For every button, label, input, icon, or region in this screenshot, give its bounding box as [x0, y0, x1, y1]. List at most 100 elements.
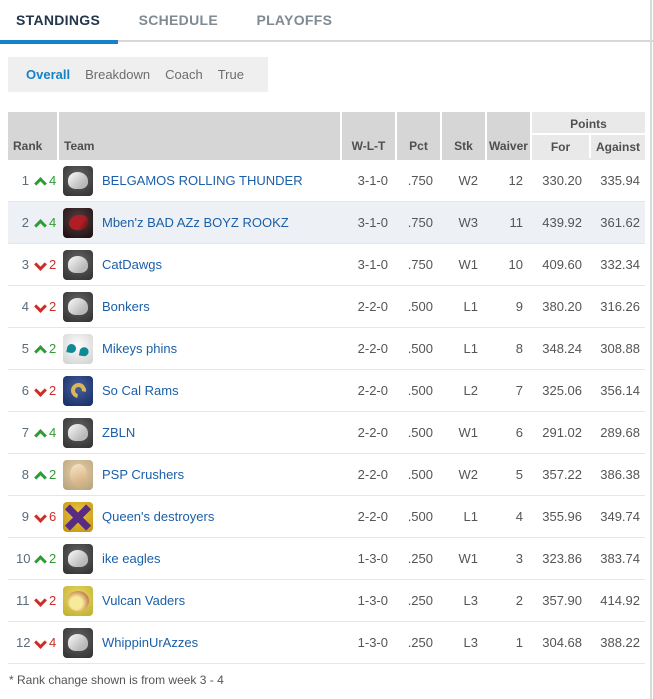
- team-cell: PSP Crushers: [57, 459, 340, 490]
- subtab-breakdown[interactable]: Breakdown: [85, 67, 151, 82]
- silver-football-helmet-logo-icon: [68, 256, 88, 273]
- streak-value: L1: [463, 509, 478, 524]
- points-against-value: 308.88: [600, 341, 640, 356]
- dolphins-logo-icon: [66, 343, 77, 354]
- waiver-value: 12: [508, 173, 523, 188]
- pct-value: .500: [407, 467, 433, 482]
- points-for-value: 357.90: [542, 593, 582, 608]
- rank-number: 5: [21, 341, 29, 356]
- silver-football-helmet-logo-icon: [68, 424, 88, 441]
- team-logo[interactable]: [63, 501, 93, 532]
- rank-cell: 6 2: [8, 383, 57, 398]
- team-name-link[interactable]: Bonkers: [102, 299, 150, 314]
- rank-down-arrow-icon: [35, 638, 46, 648]
- rank-cell: 4 2: [8, 299, 57, 314]
- rank-change-value: 4: [49, 425, 57, 440]
- standings-rows: 1 4 BELGAMOS ROLLING THUNDER 3-1-0 .750 …: [8, 160, 645, 664]
- table-row: 8 2 PSP Crushers 2-2-0 .500 W2 5 357.22 …: [8, 454, 645, 496]
- team-logo[interactable]: [63, 207, 93, 238]
- team-logo[interactable]: [63, 375, 93, 406]
- wlt-value: 2-2-0: [357, 341, 388, 356]
- team-logo[interactable]: [63, 543, 93, 574]
- ram-horn-logo-icon: [67, 380, 89, 401]
- team-name-link[interactable]: WhippinUrAzzes: [102, 635, 199, 650]
- table-row: 4 2 Bonkers 2-2-0 .500 L1 9 380.20 316.2…: [8, 286, 645, 328]
- pct-value: .250: [407, 593, 433, 608]
- team-cell: CatDawgs: [57, 249, 340, 280]
- team-name-link[interactable]: Mikeys phins: [102, 341, 178, 356]
- header-rank: Rank: [13, 139, 43, 153]
- viking-cross-logo-icon: [63, 502, 93, 532]
- silver-football-helmet-logo-icon: [68, 634, 88, 651]
- points-against-value: 361.62: [600, 215, 640, 230]
- pct-value: .250: [407, 551, 433, 566]
- team-name-link[interactable]: ZBLN: [102, 425, 136, 440]
- streak-value: L3: [463, 593, 478, 608]
- team-logo[interactable]: [63, 249, 93, 280]
- team-cell: Queen's destroyers: [57, 501, 340, 532]
- team-cell: So Cal Rams: [57, 375, 340, 406]
- rank-cell: 2 4: [8, 215, 57, 230]
- team-cell: Mikeys phins: [57, 333, 340, 364]
- rank-number: 8: [21, 467, 29, 482]
- team-logo[interactable]: [63, 417, 93, 448]
- points-for-value: 409.60: [542, 257, 582, 272]
- wlt-value: 2-2-0: [357, 509, 388, 524]
- table-row: 7 4 ZBLN 2-2-0 .500 W1 6 291.02 289.68: [8, 412, 645, 454]
- points-for-value: 439.92: [542, 215, 582, 230]
- waiver-value: 11: [509, 215, 524, 230]
- subtab-coach[interactable]: Coach: [165, 67, 203, 82]
- team-logo[interactable]: [63, 585, 93, 616]
- streak-value: W1: [458, 257, 479, 272]
- baby-face-logo-icon: [69, 464, 87, 485]
- table-row: 6 2 So Cal Rams 2-2-0 .500 L2 7 325.06 3…: [8, 370, 645, 412]
- team-cell: WhippinUrAzzes: [57, 627, 340, 658]
- table-row: 9 6 Queen's destroyers 2-2-0 .500 L1 4 3…: [8, 496, 645, 538]
- team-name-link[interactable]: Vulcan Vaders: [102, 593, 186, 608]
- rank-change-footnote: * Rank change shown is from week 3 - 4: [9, 673, 224, 687]
- team-name-link[interactable]: So Cal Rams: [102, 383, 179, 398]
- team-cell: Bonkers: [57, 291, 340, 322]
- tab-standings[interactable]: STANDINGS: [0, 0, 119, 44]
- subtab-true[interactable]: True: [217, 67, 244, 82]
- header-points-group: Points For Against: [530, 112, 645, 160]
- points-for-value: 357.22: [542, 467, 582, 482]
- team-logo[interactable]: [63, 459, 93, 490]
- rank-up-arrow-icon: [35, 554, 46, 564]
- subtab-overall[interactable]: Overall: [26, 67, 71, 82]
- team-cell: Vulcan Vaders: [57, 585, 340, 616]
- team-name-link[interactable]: BELGAMOS ROLLING THUNDER: [102, 173, 303, 188]
- rank-down-arrow-icon: [35, 386, 46, 396]
- pct-value: .250: [407, 635, 433, 650]
- team-name-link[interactable]: Queen's destroyers: [102, 509, 215, 524]
- main-tab-bar: STANDINGS SCHEDULE PLAYOFFS: [0, 0, 653, 44]
- rank-up-arrow-icon: [35, 176, 46, 186]
- streak-value: W1: [458, 551, 479, 566]
- waiver-value: 2: [515, 593, 523, 608]
- rank-up-arrow-icon: [35, 470, 46, 480]
- team-cell: ike eagles: [57, 543, 340, 574]
- team-logo[interactable]: [63, 165, 93, 196]
- pct-value: .500: [407, 341, 433, 356]
- streak-value: L1: [463, 299, 478, 314]
- table-row: 11 2 Vulcan Vaders 1-3-0 .250 L3 2 357.9…: [8, 580, 645, 622]
- rank-down-arrow-icon: [35, 596, 46, 606]
- table-row: 2 4 Mben'z BAD AZz BOYZ ROOKZ 3-1-0 .750…: [8, 202, 645, 244]
- team-name-link[interactable]: Mben'z BAD AZz BOYZ ROOKZ: [102, 215, 289, 230]
- rank-number: 3: [21, 257, 29, 272]
- team-name-link[interactable]: ike eagles: [102, 551, 161, 566]
- team-logo[interactable]: [63, 333, 93, 364]
- rank-cell: 8 2: [8, 467, 57, 482]
- points-against-value: 383.74: [600, 551, 640, 566]
- wlt-value: 1-3-0: [357, 551, 388, 566]
- team-name-link[interactable]: PSP Crushers: [102, 467, 185, 482]
- team-logo[interactable]: [63, 291, 93, 322]
- points-against-value: 335.94: [600, 173, 640, 188]
- rank-change-value: 2: [49, 593, 57, 608]
- team-name-link[interactable]: CatDawgs: [102, 257, 162, 272]
- rank-cell: 12 4: [8, 635, 57, 650]
- tab-schedule[interactable]: SCHEDULE: [138, 12, 218, 28]
- team-logo[interactable]: [63, 627, 93, 658]
- waiver-value: 6: [515, 425, 523, 440]
- tab-playoffs[interactable]: PLAYOFFS: [256, 12, 333, 28]
